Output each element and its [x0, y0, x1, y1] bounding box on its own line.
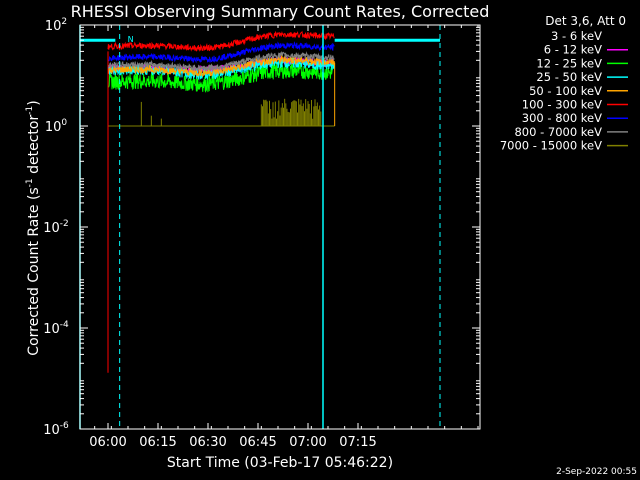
legend-title: Det 3,6, Att 0 [545, 14, 626, 28]
y-axis-label-sup2: -1 [25, 106, 35, 115]
legend-label-7: 800 - 7000 keV [514, 125, 602, 139]
legend-label-5: 100 - 300 keV [522, 98, 602, 112]
y-axis-label-main: Corrected Count Rate (s [26, 187, 42, 355]
series-layer [107, 30, 336, 127]
x-tick-label-3: 06:45 [239, 435, 276, 450]
series-line-3 [107, 56, 335, 81]
footer-timestamp: 2-Sep-2022 00:55 [556, 467, 637, 477]
plot-frame [79, 24, 481, 430]
y-tick-label-0: 102 [45, 17, 67, 34]
y-axis-label-end: ) [26, 100, 42, 105]
x-tick-label-5: 07:15 [339, 435, 376, 450]
chart-title: RHESSI Observing Summary Count Rates, Co… [71, 2, 490, 21]
legend-label-4: 50 - 100 keV [529, 84, 602, 98]
x-axis-label: Start Time (03-Feb-17 05:46:22) [167, 455, 393, 471]
series-line-2 [107, 62, 335, 93]
series-line-7 [107, 50, 335, 72]
legend-label-2: 12 - 25 keV [536, 56, 602, 70]
tick-layer: 06:00 06:15 06:30 06:45 07:00 07:15 102 100 10-2… [43, 17, 480, 450]
series-line-5 [107, 30, 335, 52]
legend-label-3: 25 - 50 keV [536, 70, 602, 84]
y-tick-label-3: 10-4 [43, 320, 69, 337]
x-tick-label-1: 06:15 [139, 435, 176, 450]
marker-layer: N [79, 25, 441, 429]
legend-label-1: 6 - 12 keV [544, 43, 602, 57]
series-line-6 [107, 41, 335, 64]
y-axis-label-sup1: -1 [25, 178, 35, 187]
flag-label: N [128, 35, 134, 44]
x-tick-label-2: 06:30 [189, 435, 226, 450]
legend-label-0: 3 - 6 keV [551, 29, 602, 43]
legend-label-6: 300 - 800 keV [522, 111, 602, 125]
x-tick-label-0: 06:00 [89, 435, 126, 450]
y-axis-label: Corrected Count Rate (s-1 detector-1) [25, 100, 42, 355]
y-axis-label-mid: detector [26, 115, 42, 179]
y-tick-label-1: 100 [45, 118, 68, 135]
y-tick-label-4: 10-6 [43, 421, 69, 438]
legend-label-8: 7000 - 15000 keV [500, 139, 602, 153]
x-tick-label-4: 07:00 [289, 435, 326, 450]
y-tick-label-2: 10-2 [43, 219, 69, 236]
